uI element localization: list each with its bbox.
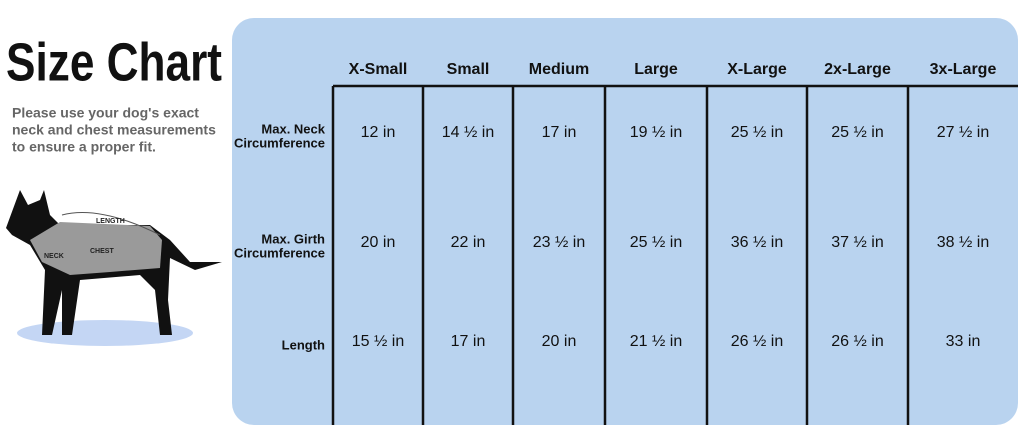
- cell: 22 in: [451, 234, 486, 251]
- cell: 27 ½ in: [937, 124, 989, 141]
- cell: 26 ½ in: [731, 333, 783, 350]
- subtitle: to ensure a proper fit.: [12, 139, 156, 155]
- column-header: Large: [634, 61, 678, 78]
- title: Size Chart: [6, 32, 222, 92]
- table: X-Small Small Medium Large X-Large 2x-Large 3x…: [234, 61, 996, 425]
- row-label: Max. Girth: [261, 231, 325, 246]
- cell: 21 ½ in: [630, 333, 682, 350]
- cell: 20 in: [542, 333, 577, 350]
- column-header: 2x-Large: [824, 61, 891, 78]
- cell: 36 ½ in: [731, 234, 783, 251]
- column-header: X-Small: [349, 61, 408, 78]
- column-header: Small: [447, 61, 490, 78]
- cell: 17 in: [451, 333, 486, 350]
- cell: 25 ½ in: [630, 234, 682, 251]
- cell: 25 ½ in: [731, 124, 783, 141]
- table-background: [232, 18, 1018, 425]
- cell: 20 in: [361, 234, 396, 251]
- row-label: Circumference: [234, 135, 325, 150]
- subtitle: neck and chest measurements: [12, 122, 216, 138]
- cell: 38 ½ in: [937, 234, 989, 251]
- column-header: X-Large: [727, 61, 787, 78]
- row-label: Circumference: [234, 245, 325, 260]
- row-label: Length: [282, 337, 325, 352]
- cell: 12 in: [361, 124, 396, 141]
- subtitle: Please use your dog's exact: [12, 105, 199, 121]
- column-header: Medium: [529, 61, 589, 78]
- illustration-label: NECK: [44, 253, 64, 260]
- column-header: 3x-Large: [930, 61, 997, 78]
- cell: 19 ½ in: [630, 124, 682, 141]
- cell: 15 ½ in: [352, 333, 404, 350]
- cell: 14 ½ in: [442, 124, 494, 141]
- cell: 33 in: [946, 333, 981, 350]
- illustration-label: CHEST: [90, 248, 114, 255]
- cell: 23 ½ in: [533, 234, 585, 251]
- illustration-label: LENGTH: [96, 218, 125, 225]
- cell: 37 ½ in: [831, 234, 883, 251]
- cell: 25 ½ in: [831, 124, 883, 141]
- dog-illustration: LENGTH NECK CHEST: [6, 190, 222, 346]
- cell: 17 in: [542, 124, 577, 141]
- cell: 26 ½ in: [831, 333, 883, 350]
- row-label: Max. Neck: [261, 121, 325, 136]
